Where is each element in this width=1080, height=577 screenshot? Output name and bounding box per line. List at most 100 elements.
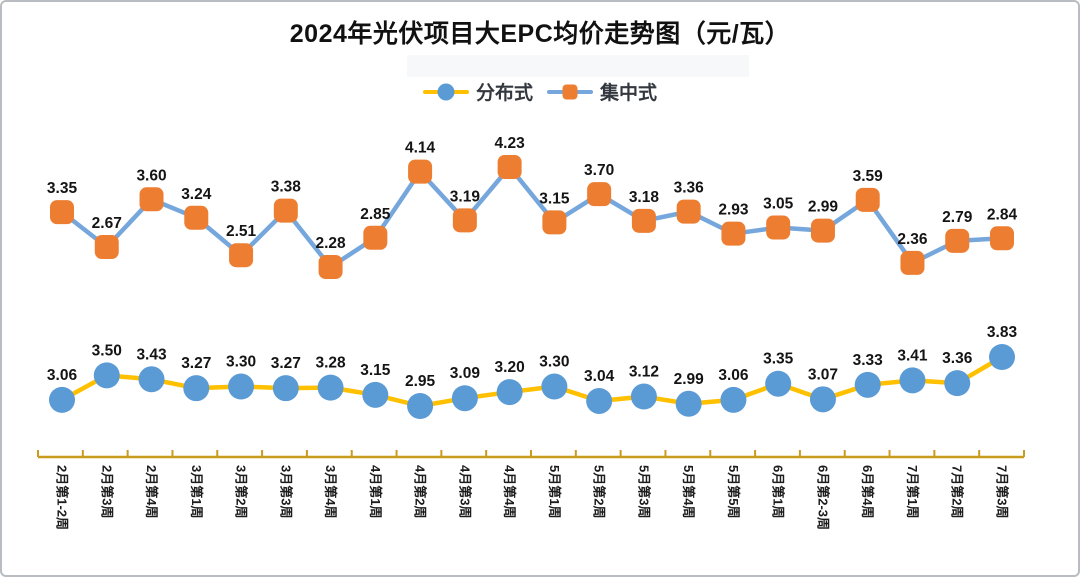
data-point-label: 2.36 [897,231,928,248]
data-point-label: 3.04 [584,368,615,385]
distributed-series-line [59,354,1005,409]
distributed-data-point [138,366,165,393]
x-axis-label: 2月第3周 [99,465,114,518]
data-point-label: 4.14 [405,140,436,157]
x-axis-label: 2月第1-2周 [55,465,70,530]
distributed-data-point [854,371,881,398]
data-point-label: 3.06 [47,367,78,384]
blue-circle-on-yellow-line-icon [422,82,469,102]
data-point-label: 2.99 [674,371,705,388]
distributed-data-point [362,381,389,408]
data-point-label: 3.50 [92,342,122,359]
distributed-data-point [541,373,568,400]
data-point-label: 3.35 [47,180,78,197]
centralized-data-point [229,243,254,268]
centralized-data-point [855,187,880,212]
x-axis-label: 5月第5周 [726,465,741,518]
distributed-data-point [272,375,299,402]
centralized-data-point [139,187,164,212]
x-axis-label: 4月第3周 [457,465,472,518]
data-point-label: 3.15 [539,190,570,207]
centralized-data-point [497,155,522,179]
centralized-data-point [676,199,701,224]
x-axis-label: 4月第1周 [368,465,383,518]
centralized-data-point [990,226,1014,251]
data-point-label: 2.79 [942,209,973,226]
centralized-series-line [59,164,1005,270]
data-point-label: 3.15 [360,362,391,379]
data-point-label: 3.07 [808,366,838,383]
distributed-data-point [407,393,434,419]
data-point-label: 3.59 [853,168,884,185]
distributed-data-point [630,383,657,410]
data-point-label: 3.83 [987,324,1018,341]
x-axis-label: 5月第3周 [636,465,651,518]
x-axis-label: 7月第2周 [950,465,965,518]
data-point-label: 3.12 [629,364,659,381]
data-point-label: 3.28 [315,355,346,372]
x-axis-label: 3月第4周 [323,465,338,518]
data-point-label: 3.20 [495,359,525,376]
x-axis-label: 5月第4周 [681,465,696,518]
centralized-data-point [94,235,119,259]
data-point-label: 3.27 [271,355,301,372]
data-point-label: 3.38 [271,179,302,196]
distributed-data-point [93,362,120,389]
distributed-data-point [809,386,836,413]
legend-item-centralized: 集中式 [547,78,657,105]
chart-title: 2024年光伏项目大EPC均价走势图（元/瓦） [289,20,791,48]
x-axis-label: 5月第1周 [547,465,562,518]
legend-item-distributed: 分布式 [422,78,533,105]
centralized-data-point [721,221,746,246]
data-point-label: 2.99 [808,199,839,216]
data-point-label: 2.85 [360,206,391,223]
data-point-label: 2.95 [405,373,436,390]
centralized-data-point [900,250,925,275]
data-point-label: 3.60 [136,167,166,184]
centralized-data-point [810,218,835,243]
x-axis-label: 7月第1周 [905,465,920,518]
data-point-label: 3.70 [584,162,614,179]
data-point-label: 3.09 [450,365,481,382]
distributed-data-point [944,370,971,397]
distributed-data-point [317,374,344,401]
data-point-label: 3.35 [763,351,794,368]
distributed-data-point [183,375,210,402]
x-axis-label: 6月第4周 [860,465,875,518]
centralized-data-point [273,198,298,223]
centralized-data-point [631,208,656,233]
distributed-data-point [899,367,926,394]
distributed-data-point [451,385,478,412]
x-axis-label: 5月第2周 [592,465,607,518]
data-point-label: 2.93 [718,202,749,219]
centralized-data-point [408,159,433,184]
distributed-data-point [675,390,702,417]
data-point-label: 3.43 [136,346,167,363]
orange-square-on-blue-line-icon [547,82,593,102]
centralized-data-point [318,255,343,279]
data-point-label: 2.84 [987,206,1018,223]
data-point-label: 3.30 [226,354,256,371]
centralized-data-point [945,228,970,253]
legend-label-distributed: 分布式 [475,83,533,104]
data-point-label: 3.33 [853,352,884,369]
distributed-data-point [720,386,747,413]
x-axis-label: 6月第2-3周 [815,465,830,530]
data-point-label: 3.30 [539,354,569,371]
centralized-data-point [363,225,388,250]
data-point-label: 2.51 [226,223,257,240]
centralized-data-point [587,182,612,207]
centralized-data-point [542,210,567,235]
data-point-label: 3.36 [674,180,705,197]
data-point-label: 3.18 [629,189,660,206]
chart-legend: 分布式 集中式 [2,78,1078,105]
x-axis-label: 7月第3周 [995,465,1010,518]
centralized-data-point [452,208,477,233]
data-point-label: 3.36 [942,350,973,367]
x-axis-label: 6月第1周 [771,465,786,518]
data-point-label: 3.24 [181,186,212,203]
data-point-label: 3.19 [450,188,481,205]
distributed-data-point [228,373,255,400]
x-axis-label: 4月第4周 [502,465,517,518]
